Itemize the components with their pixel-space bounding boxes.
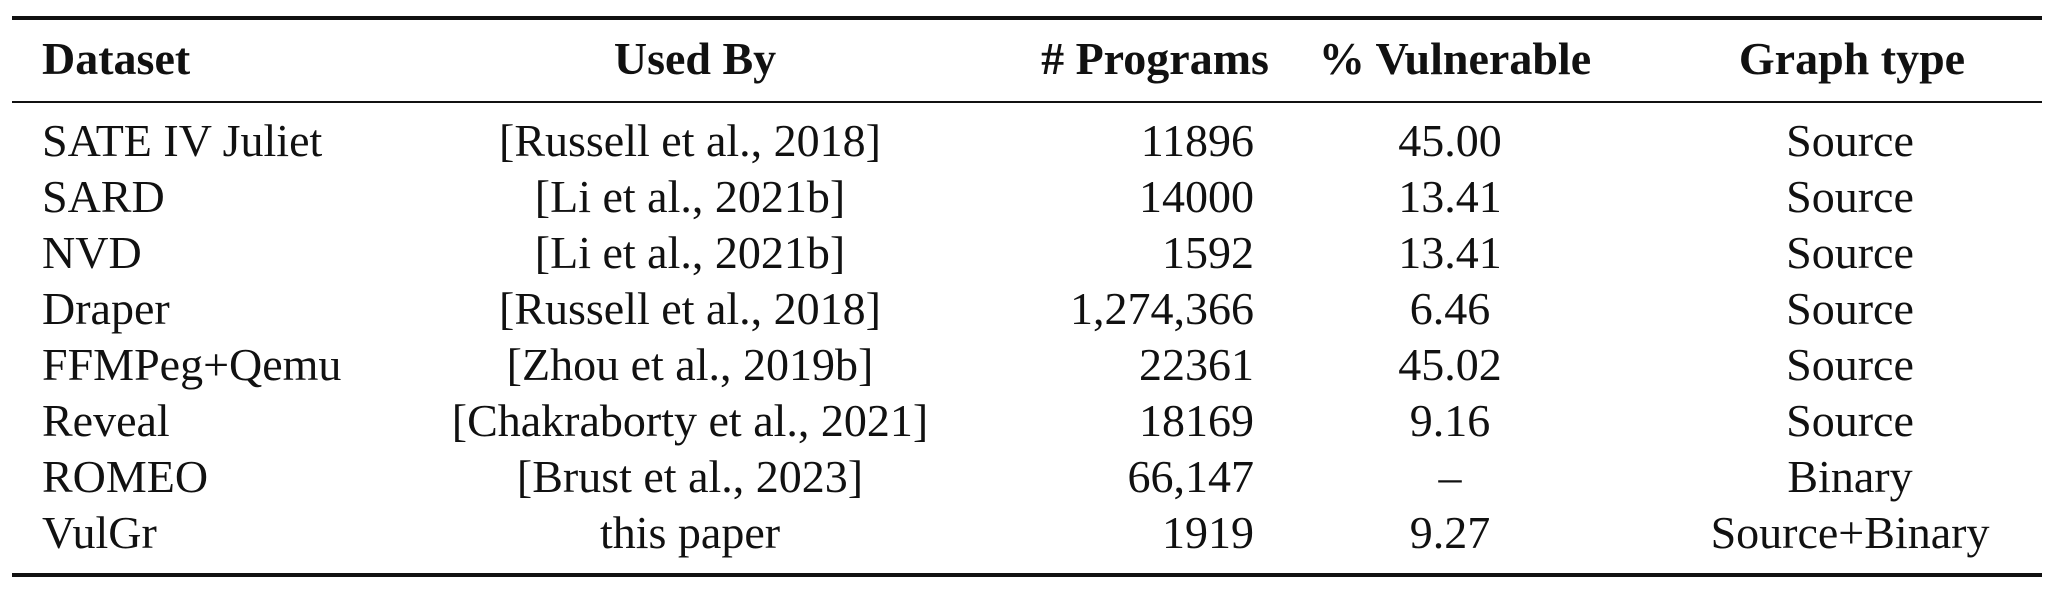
cell-used-by: [Russell et al., 2018]: [499, 283, 881, 334]
cell-graph-type: Source: [1786, 227, 1914, 278]
cell-dataset: NVD: [42, 227, 142, 278]
cell-graph-type: Source: [1786, 339, 1914, 390]
cell-used-by: [Li et al., 2021b]: [534, 227, 846, 278]
cell-dataset: VulGr: [42, 507, 157, 558]
cell-used-by: [Chakraborty et al., 2021]: [451, 395, 929, 446]
cell-graph-type: Source: [1786, 171, 1914, 222]
cell-programs: 22361: [1139, 339, 1254, 390]
cell-dataset: ROMEO: [42, 451, 209, 502]
cell-programs: 14000: [1139, 171, 1254, 222]
header-used-by: Used By: [613, 33, 777, 84]
header-rule: [12, 101, 2042, 103]
bottom-rule: [12, 573, 2042, 577]
header-programs: # Programs: [1041, 33, 1269, 84]
cell-vulnerable: 45.02: [1398, 339, 1502, 390]
cell-vulnerable: –: [1438, 451, 1462, 502]
cell-graph-type: Source: [1786, 283, 1914, 334]
cell-dataset: SARD: [42, 171, 165, 222]
cell-programs: 1592: [1162, 227, 1254, 278]
cell-used-by: [Brust et al., 2023]: [516, 451, 864, 502]
cell-graph-type: Source+Binary: [1710, 507, 1990, 558]
cell-vulnerable: 13.41: [1398, 171, 1502, 222]
cell-vulnerable: 13.41: [1398, 227, 1502, 278]
cell-dataset: Draper: [42, 283, 170, 334]
cell-dataset: FFMPeg+Qemu: [42, 339, 342, 390]
header-dataset: Dataset: [42, 33, 191, 84]
cell-graph-type: Binary: [1787, 451, 1913, 502]
top-rule: [12, 16, 2042, 20]
cell-dataset: Reveal: [42, 395, 170, 446]
cell-graph-type: Source: [1786, 395, 1914, 446]
cell-vulnerable: 9.16: [1409, 395, 1491, 446]
cell-graph-type: Source: [1786, 115, 1914, 166]
header-vulnerable: % Vulnerable: [1318, 33, 1592, 84]
cell-vulnerable: 6.46: [1409, 283, 1491, 334]
cell-used-by: [Russell et al., 2018]: [499, 115, 881, 166]
cell-vulnerable: 9.27: [1409, 507, 1491, 558]
cell-programs: 1919: [1162, 507, 1254, 558]
cell-used-by: this paper: [599, 507, 781, 558]
cell-programs: 66,147: [1127, 451, 1255, 502]
cell-used-by: [Li et al., 2021b]: [534, 171, 846, 222]
cell-programs: 18169: [1139, 395, 1254, 446]
cell-programs: 1,274,366: [1070, 283, 1254, 334]
cell-dataset: SATE IV Juliet: [42, 115, 323, 166]
header-graph-type: Graph type: [1738, 33, 1966, 84]
cell-used-by: [Zhou et al., 2019b]: [506, 339, 874, 390]
cell-programs: 11896: [1140, 115, 1254, 166]
cell-vulnerable: 45.00: [1398, 115, 1502, 166]
